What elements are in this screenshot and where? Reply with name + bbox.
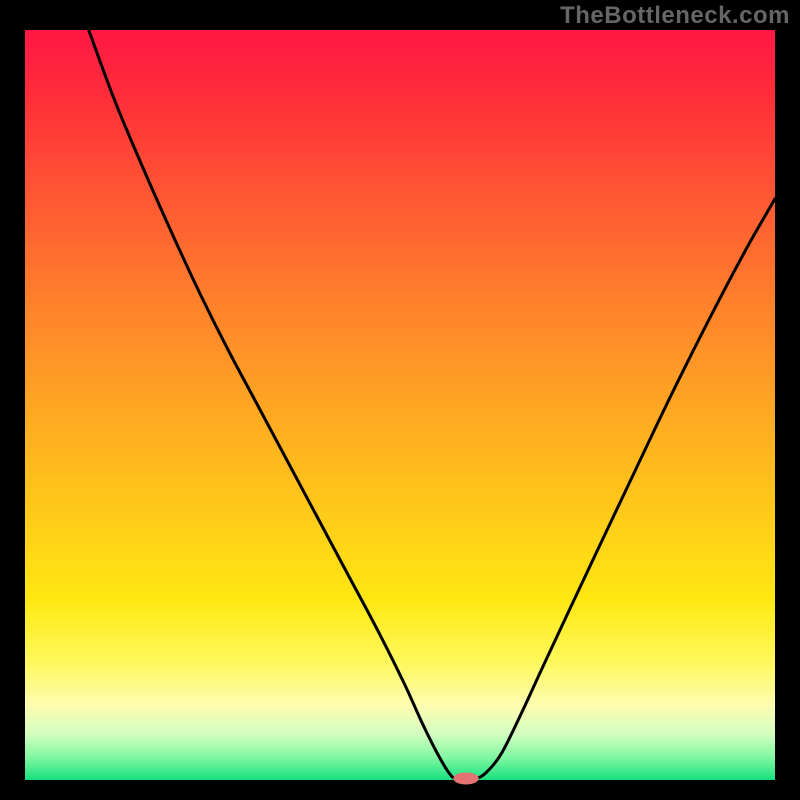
plot-background <box>25 30 775 780</box>
watermark-text: TheBottleneck.com <box>560 2 790 30</box>
chart-container: TheBottleneck.com <box>0 0 800 800</box>
optimal-marker <box>453 773 479 785</box>
bottleneck-chart <box>0 0 800 800</box>
